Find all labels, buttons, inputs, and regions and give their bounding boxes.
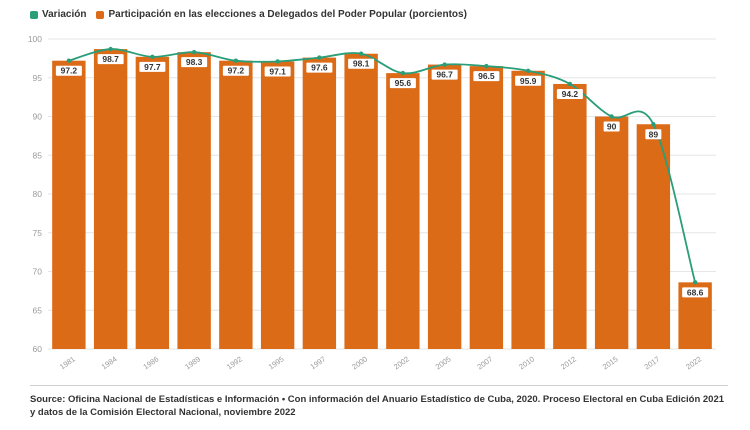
variation-point [191, 49, 197, 55]
variation-point [651, 122, 656, 127]
legend-swatch-line [30, 10, 38, 19]
data-label: 95.6 [395, 78, 412, 88]
data-label: 98.1 [353, 59, 370, 69]
bar [469, 66, 504, 349]
x-tick-label: 2015 [601, 354, 620, 371]
x-tick-label: 2022 [684, 354, 703, 371]
data-label-box [682, 287, 709, 298]
data-label: 97.7 [144, 62, 161, 72]
variation-point [66, 58, 72, 63]
footer-divider [30, 385, 728, 386]
variation-point [233, 58, 239, 63]
legend-item-line[interactable]: Variación [30, 9, 86, 20]
bar [344, 53, 378, 349]
chart-legend: Variación Participación en las eleccione… [30, 9, 467, 20]
x-tick-label: 1981 [58, 354, 77, 371]
variation-point [150, 54, 155, 60]
bar [177, 52, 211, 350]
y-tick-label: 60 [33, 344, 43, 354]
data-label: 90 [607, 122, 617, 132]
data-label-box [515, 75, 542, 86]
x-tick-label: 1984 [100, 354, 119, 371]
x-tick-label: 2007 [476, 354, 495, 371]
data-label-box [181, 57, 208, 68]
y-tick-label: 85 [33, 150, 43, 160]
data-label: 98.3 [186, 57, 203, 67]
x-tick-label: 2000 [350, 354, 369, 371]
bar [511, 70, 545, 350]
x-tick-label: 1989 [183, 354, 202, 371]
data-label-box [645, 129, 662, 140]
data-label-box [55, 65, 82, 76]
x-tick-label: 1997 [309, 354, 328, 371]
data-label: 95.9 [520, 76, 537, 86]
data-label-box [389, 78, 416, 89]
variation-point [358, 51, 364, 56]
data-label-box [222, 65, 249, 76]
y-tick-label: 100 [28, 34, 42, 44]
variation-point [442, 62, 447, 67]
source-note: Source: Oficina Nacional de Estadísticas… [30, 394, 725, 418]
x-tick-label: 2002 [392, 354, 411, 371]
legend-label-line: Variación [42, 9, 87, 20]
data-label-box [97, 54, 124, 65]
bar [302, 57, 337, 349]
data-label: 68.6 [687, 287, 704, 297]
data-label-box [348, 58, 375, 69]
legend-item-bar[interactable]: Participación en las elecciones a Delega… [96, 9, 467, 20]
bar [386, 73, 420, 349]
y-tick-label: 95 [33, 73, 43, 83]
variation-point [567, 81, 573, 87]
x-tick-label: 2012 [559, 354, 578, 371]
x-tick-label: 1995 [267, 354, 286, 371]
variation-point [525, 68, 531, 73]
bar [260, 61, 295, 349]
variation-point [275, 59, 280, 64]
data-label-box [473, 71, 500, 82]
y-tick-label: 70 [33, 267, 43, 277]
bar [135, 56, 170, 349]
data-label: 98.7 [102, 54, 119, 64]
variation-point [484, 63, 489, 69]
bar [553, 83, 587, 349]
bar [636, 124, 671, 349]
variation-point [317, 55, 322, 60]
data-label: 96.5 [478, 71, 495, 81]
legend-label-bar: Participación en las elecciones a Delega… [108, 9, 467, 20]
y-tick-label: 90 [33, 112, 43, 122]
data-label-box [139, 61, 166, 72]
data-label: 94.2 [562, 89, 579, 99]
data-label-box [603, 121, 620, 132]
x-tick-label: 2005 [434, 354, 453, 371]
data-label-box [264, 66, 291, 77]
bar [93, 49, 128, 349]
bar [219, 60, 253, 349]
bar [52, 60, 86, 349]
variation-point [692, 280, 698, 285]
data-label-box [431, 69, 458, 80]
x-tick-label: 1986 [142, 354, 161, 371]
variation-point [400, 70, 406, 76]
data-label: 89 [649, 129, 659, 139]
y-tick-label: 80 [33, 189, 43, 199]
y-tick-label: 65 [33, 305, 43, 315]
chart-area: 60 65 70 75 80 85 90 95 100 97.2 98.7 97.7 98.3 97.2 9… [28, 34, 716, 371]
y-tick-label: 75 [33, 228, 43, 238]
bar [594, 116, 629, 349]
data-label: 97.1 [269, 66, 286, 76]
data-label: 97.6 [311, 63, 328, 73]
bar [427, 64, 462, 349]
x-tick-label: 1992 [225, 354, 244, 371]
data-label-box [306, 62, 333, 73]
variation-point [108, 46, 113, 52]
x-tick-label: 2010 [517, 354, 536, 371]
data-label: 97.2 [61, 66, 78, 76]
x-tick-label: 2017 [643, 354, 662, 371]
variation-point [609, 114, 614, 119]
data-label: 96.7 [436, 70, 453, 80]
data-label: 97.2 [228, 66, 245, 76]
data-label-box [556, 88, 583, 99]
legend-swatch-bar [96, 10, 105, 19]
